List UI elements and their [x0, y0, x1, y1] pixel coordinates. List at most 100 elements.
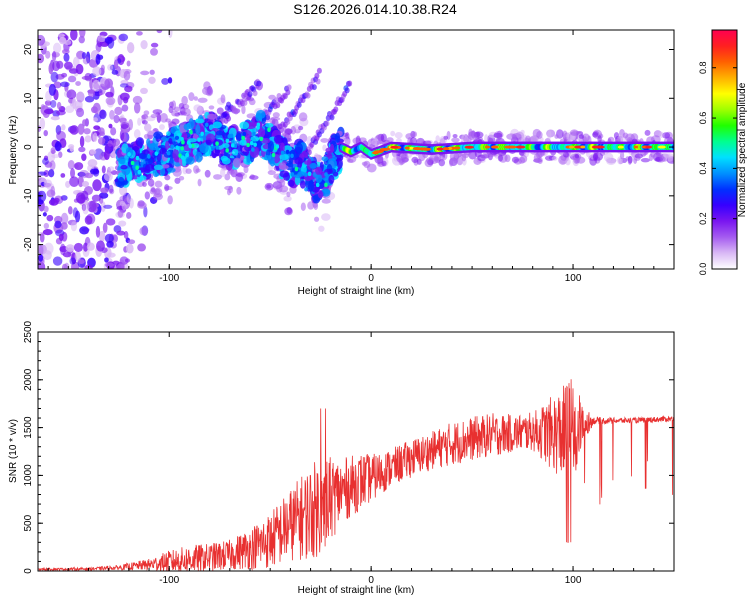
noise-blob [83, 242, 89, 252]
noise-blob [117, 209, 124, 218]
noise-blob [104, 257, 109, 263]
noise-blob [100, 187, 109, 194]
noise-blob [43, 108, 54, 115]
halo-blob [662, 153, 671, 158]
halo-blob [574, 153, 580, 159]
signal-blob [212, 121, 223, 129]
noise-blob [38, 245, 44, 257]
halo-blob [479, 154, 490, 159]
x-tick-label: 0 [368, 273, 374, 284]
streak-blob [247, 91, 253, 98]
signal-core [180, 155, 185, 160]
band-hotspot [436, 147, 444, 151]
halo-blob [193, 96, 198, 101]
noise-blob [81, 181, 90, 188]
noise-blob [69, 257, 77, 265]
noise-blob [119, 92, 130, 101]
y-tick-label: 2500 [23, 320, 34, 343]
noise-blob [99, 109, 107, 120]
signal-blob [309, 162, 318, 169]
noise-blob [97, 54, 104, 60]
halo-blob [452, 134, 458, 139]
halo-blob [181, 95, 188, 106]
halo-blob [511, 156, 520, 163]
noise-blob [91, 106, 98, 114]
halo-blob [119, 200, 126, 207]
halo-blob [154, 180, 163, 188]
spectrogram-x-label: Height of straight line (km) [298, 286, 415, 297]
halo-blob [320, 138, 329, 143]
noise-blob [95, 225, 101, 238]
signal-core [324, 182, 328, 188]
halo-blob [592, 131, 599, 138]
halo-blob [569, 129, 579, 136]
signal-core [252, 131, 256, 137]
noise-blob [99, 192, 109, 199]
noise-blob [42, 212, 47, 217]
halo-blob [108, 184, 114, 194]
noise-blob [52, 256, 63, 266]
noise-blob [69, 125, 79, 135]
halo-blob [236, 186, 242, 195]
colorbar-gradient [711, 29, 738, 270]
x-tick-label: 100 [565, 575, 582, 586]
y-tick-label: 1000 [23, 464, 34, 487]
halo-blob [267, 170, 276, 176]
noise-blob [60, 81, 70, 88]
noise-blob [44, 100, 52, 106]
noise-blob [53, 195, 64, 205]
y-tick-label: 1500 [23, 416, 34, 439]
noise-blob [65, 244, 75, 252]
signal-blob [261, 137, 271, 144]
noise-blob [72, 207, 79, 218]
noise-blob [101, 165, 106, 174]
halo-blob [164, 174, 171, 181]
noise-blob [125, 243, 134, 254]
spectrogram-x-ticks: -100 0 100 [47, 30, 675, 284]
halo-blob [300, 202, 306, 211]
signal-core [275, 144, 280, 149]
noise-blob [38, 254, 44, 262]
noise-blob [46, 214, 54, 222]
streak-blob [265, 114, 271, 121]
colorbar: 0.0 0.2 0.4 0.6 0.8 Normalized spectral ampl… [698, 29, 748, 275]
halo-blob [113, 114, 120, 124]
halo-blob [395, 138, 402, 144]
halo-blob [644, 129, 651, 136]
signal-core [294, 166, 299, 172]
signal-blob [187, 138, 198, 143]
signal-blob [321, 188, 331, 197]
noise-blob [67, 75, 77, 83]
signal-core [241, 135, 246, 141]
noise-blob [97, 35, 107, 43]
noise-blob [48, 62, 54, 75]
signal-core [290, 172, 295, 177]
halo-blob [347, 158, 354, 163]
noise-blob [39, 233, 45, 243]
noise-blob [67, 160, 75, 170]
noise-blob [140, 70, 150, 76]
noise-blob [82, 202, 89, 215]
signal-core [242, 131, 247, 137]
noise-blob [167, 77, 173, 84]
noise-blob [81, 52, 87, 60]
signal-blob [172, 148, 180, 161]
noise-blob [49, 160, 56, 171]
signal-blob [328, 174, 335, 184]
band-hotspot [390, 145, 399, 149]
noise-blob [116, 263, 125, 269]
halo-blob [120, 123, 129, 130]
noise-blob [140, 87, 148, 95]
halo-blob [321, 198, 331, 204]
signal-blob [244, 144, 252, 152]
noise-blob [58, 233, 64, 241]
halo-blob [195, 168, 201, 173]
noise-blob [127, 239, 136, 245]
noise-blob [92, 179, 102, 192]
halo-blob [381, 160, 387, 167]
noise-blob [42, 157, 49, 165]
signal-blob [321, 156, 329, 162]
noise-blob [68, 144, 75, 149]
x-tick-label: 0 [368, 575, 374, 586]
noise-blob [69, 176, 80, 188]
